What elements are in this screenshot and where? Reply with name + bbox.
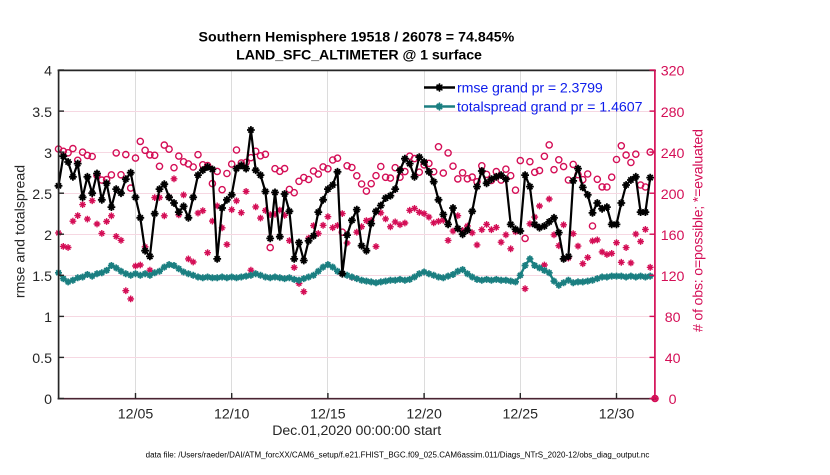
- svg-text:Dec.01,2020 00:00:00 start: Dec.01,2020 00:00:00 start: [272, 423, 441, 439]
- svg-text:2.5: 2.5: [32, 187, 52, 203]
- svg-text:12/20: 12/20: [406, 407, 442, 423]
- svg-text:120: 120: [661, 269, 685, 285]
- svg-text:1.5: 1.5: [32, 269, 52, 285]
- svg-text:data file: /Users/raeder/DAI/A: data file: /Users/raeder/DAI/ATM_forcXX/…: [146, 451, 650, 460]
- svg-text:totalspread grand pr = 1.4607: totalspread grand pr = 1.4607: [457, 100, 643, 116]
- svg-text:280: 280: [661, 105, 685, 121]
- svg-text:Southern Hemisphere 19518 / 26: Southern Hemisphere 19518 / 26078 = 74.8…: [199, 30, 515, 46]
- svg-text:40: 40: [665, 351, 681, 367]
- svg-text:240: 240: [661, 146, 685, 162]
- svg-text:12/15: 12/15: [310, 407, 346, 423]
- svg-text:12/10: 12/10: [214, 407, 250, 423]
- svg-text:3.5: 3.5: [32, 105, 52, 121]
- svg-text:0.5: 0.5: [32, 351, 52, 367]
- svg-text:LAND_SFC_ALTIMETER @ 1 surface: LAND_SFC_ALTIMETER @ 1 surface: [236, 48, 482, 64]
- svg-text:160: 160: [661, 228, 685, 244]
- svg-text:2: 2: [44, 228, 52, 244]
- svg-text:3: 3: [44, 146, 52, 162]
- svg-text:0: 0: [669, 392, 677, 408]
- svg-text:12/25: 12/25: [503, 407, 539, 423]
- svg-text:12/05: 12/05: [118, 407, 154, 423]
- svg-text:rmse and totalspread: rmse and totalspread: [13, 165, 29, 298]
- svg-text:320: 320: [661, 64, 685, 80]
- svg-text:80: 80: [665, 310, 681, 326]
- svg-text:12/30: 12/30: [599, 407, 635, 423]
- svg-text:0: 0: [44, 392, 52, 408]
- svg-text:# of obs: o=possible; *=evalua: # of obs: o=possible; *=evaluated: [691, 129, 707, 332]
- svg-text:200: 200: [661, 187, 685, 203]
- svg-text:rmse grand pr = 2.3799: rmse grand pr = 2.3799: [457, 81, 603, 97]
- svg-text:1: 1: [44, 310, 52, 326]
- svg-text:4: 4: [44, 64, 52, 80]
